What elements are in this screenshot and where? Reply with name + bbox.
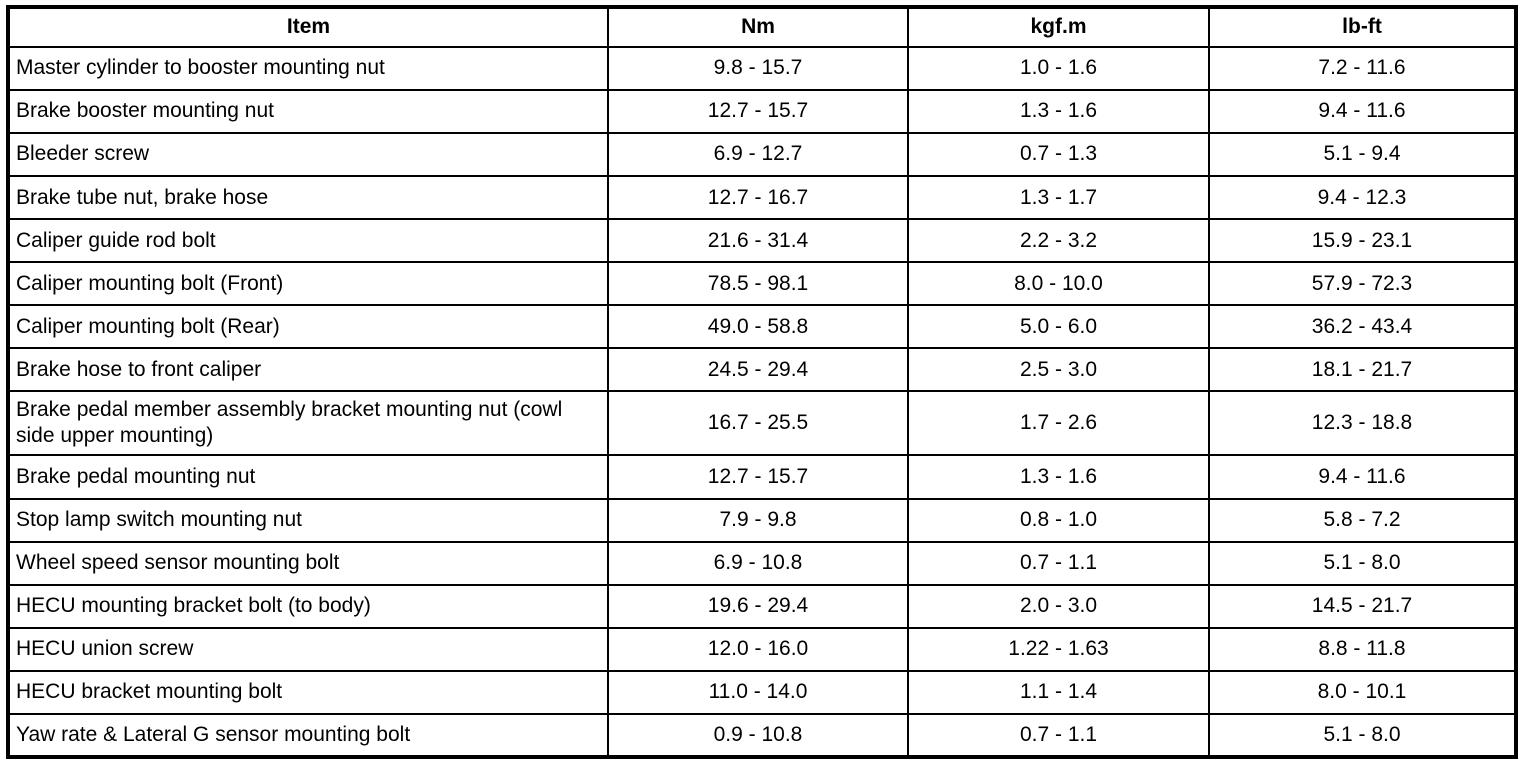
nm-cell: 9.8 - 15.7 — [607, 45, 909, 92]
lbft-cell: 57.9 - 72.3 — [1208, 261, 1517, 307]
table-row: Brake pedal member assembly bracket moun… — [7, 390, 1517, 457]
kgfm-cell: 1.0 - 1.6 — [907, 45, 1210, 92]
table-row: HECU union screw 12.0 - 16.0 1.22 - 1.63 8.… — [7, 626, 1517, 672]
table-header: Item Nm kgf.m lb-ft — [7, 6, 1517, 48]
item-cell: Caliper mounting bolt (Rear) — [7, 304, 609, 350]
item-cell: Master cylinder to booster mounting nut — [7, 45, 609, 92]
item-cell: Brake booster mounting nut — [7, 89, 609, 135]
kgfm-cell: 1.3 - 1.6 — [907, 454, 1210, 500]
table-row: Caliper mounting bolt (Rear) 49.0 - 58.8 5… — [7, 304, 1517, 350]
header-row: Item Nm kgf.m lb-ft — [7, 6, 1517, 48]
nm-cell: 49.0 - 58.8 — [607, 304, 909, 350]
table-row: Brake tube nut, brake hose 12.7 - 16.7 1.3… — [7, 175, 1517, 221]
table-row: Stop lamp switch mounting nut 7.9 - 9.8 0.… — [7, 497, 1517, 543]
lbft-cell: 8.8 - 11.8 — [1208, 626, 1517, 672]
lbft-cell: 9.4 - 11.6 — [1208, 454, 1517, 500]
kgfm-cell: 5.0 - 6.0 — [907, 304, 1210, 350]
kgfm-cell: 2.2 - 3.2 — [907, 218, 1210, 264]
column-header-lbft: lb-ft — [1208, 6, 1517, 48]
lbft-cell: 5.1 - 8.0 — [1208, 712, 1517, 759]
item-cell: Bleeder screw — [7, 132, 609, 178]
lbft-cell: 36.2 - 43.4 — [1208, 304, 1517, 350]
item-cell: Yaw rate & Lateral G sensor mounting bol… — [7, 712, 609, 759]
nm-cell: 78.5 - 98.1 — [607, 261, 909, 307]
table-row: Bleeder screw 6.9 - 12.7 0.7 - 1.3 5.1 - 9.… — [7, 132, 1517, 178]
lbft-cell: 18.1 - 21.7 — [1208, 347, 1517, 393]
table-row: Yaw rate & Lateral G sensor mounting bol… — [7, 712, 1517, 759]
kgfm-cell: 8.0 - 10.0 — [907, 261, 1210, 307]
kgfm-cell: 0.8 - 1.0 — [907, 497, 1210, 543]
item-cell: Stop lamp switch mounting nut — [7, 497, 609, 543]
kgfm-cell: 0.7 - 1.3 — [907, 132, 1210, 178]
nm-cell: 24.5 - 29.4 — [607, 347, 909, 393]
nm-cell: 6.9 - 10.8 — [607, 540, 909, 586]
lbft-cell: 9.4 - 11.6 — [1208, 89, 1517, 135]
item-cell: HECU mounting bracket bolt (to body) — [7, 583, 609, 629]
kgfm-cell: 1.1 - 1.4 — [907, 669, 1210, 715]
column-header-kgfm: kgf.m — [907, 6, 1210, 48]
kgfm-cell: 1.3 - 1.6 — [907, 89, 1210, 135]
nm-cell: 12.7 - 15.7 — [607, 89, 909, 135]
item-cell: Brake pedal mounting nut — [7, 454, 609, 500]
column-header-nm: Nm — [607, 6, 909, 48]
table-row: HECU bracket mounting bolt 11.0 - 14.0 1.1… — [7, 669, 1517, 715]
table-row: Brake booster mounting nut 12.7 - 15.7 1.3… — [7, 89, 1517, 135]
lbft-cell: 5.1 - 8.0 — [1208, 540, 1517, 586]
item-cell: Brake pedal member assembly bracket moun… — [7, 390, 609, 457]
lbft-cell: 15.9 - 23.1 — [1208, 218, 1517, 264]
table-row: Wheel speed sensor mounting bolt 6.9 - 10… — [7, 540, 1517, 586]
item-cell: HECU bracket mounting bolt — [7, 669, 609, 715]
kgfm-cell: 2.5 - 3.0 — [907, 347, 1210, 393]
nm-cell: 7.9 - 9.8 — [607, 497, 909, 543]
nm-cell: 12.7 - 16.7 — [607, 175, 909, 221]
lbft-cell: 9.4 - 12.3 — [1208, 175, 1517, 221]
item-cell: Brake hose to front caliper — [7, 347, 609, 393]
item-cell: Caliper mounting bolt (Front) — [7, 261, 609, 307]
table-row: Caliper guide rod bolt 21.6 - 31.4 2.2 - 3… — [7, 218, 1517, 264]
torque-spec-table: Item Nm kgf.m lb-ft Master cylinder to b… — [6, 5, 1518, 759]
item-cell: Caliper guide rod bolt — [7, 218, 609, 264]
lbft-cell: 5.1 - 9.4 — [1208, 132, 1517, 178]
table-body: Master cylinder to booster mounting nut 9… — [7, 45, 1517, 759]
kgfm-cell: 2.0 - 3.0 — [907, 583, 1210, 629]
lbft-cell: 14.5 - 21.7 — [1208, 583, 1517, 629]
table-row: Caliper mounting bolt (Front) 78.5 - 98.1… — [7, 261, 1517, 307]
nm-cell: 16.7 - 25.5 — [607, 390, 909, 457]
nm-cell: 6.9 - 12.7 — [607, 132, 909, 178]
nm-cell: 12.7 - 15.7 — [607, 454, 909, 500]
nm-cell: 21.6 - 31.4 — [607, 218, 909, 264]
table-row: Brake hose to front caliper 24.5 - 29.4 2.… — [7, 347, 1517, 393]
kgfm-cell: 0.7 - 1.1 — [907, 712, 1210, 759]
kgfm-cell: 1.7 - 2.6 — [907, 390, 1210, 457]
table-row: Master cylinder to booster mounting nut 9… — [7, 45, 1517, 92]
table-row: Brake pedal mounting nut 12.7 - 15.7 1.3 -… — [7, 454, 1517, 500]
column-header-item: Item — [7, 6, 609, 48]
kgfm-cell: 1.22 - 1.63 — [907, 626, 1210, 672]
kgfm-cell: 1.3 - 1.7 — [907, 175, 1210, 221]
item-cell: HECU union screw — [7, 626, 609, 672]
lbft-cell: 5.8 - 7.2 — [1208, 497, 1517, 543]
item-cell: Wheel speed sensor mounting bolt — [7, 540, 609, 586]
item-cell: Brake tube nut, brake hose — [7, 175, 609, 221]
nm-cell: 0.9 - 10.8 — [607, 712, 909, 759]
kgfm-cell: 0.7 - 1.1 — [907, 540, 1210, 586]
nm-cell: 11.0 - 14.0 — [607, 669, 909, 715]
nm-cell: 19.6 - 29.4 — [607, 583, 909, 629]
table-row: HECU mounting bracket bolt (to body) 19.6… — [7, 583, 1517, 629]
lbft-cell: 12.3 - 18.8 — [1208, 390, 1517, 457]
nm-cell: 12.0 - 16.0 — [607, 626, 909, 672]
lbft-cell: 7.2 - 11.6 — [1208, 45, 1517, 92]
lbft-cell: 8.0 - 10.1 — [1208, 669, 1517, 715]
